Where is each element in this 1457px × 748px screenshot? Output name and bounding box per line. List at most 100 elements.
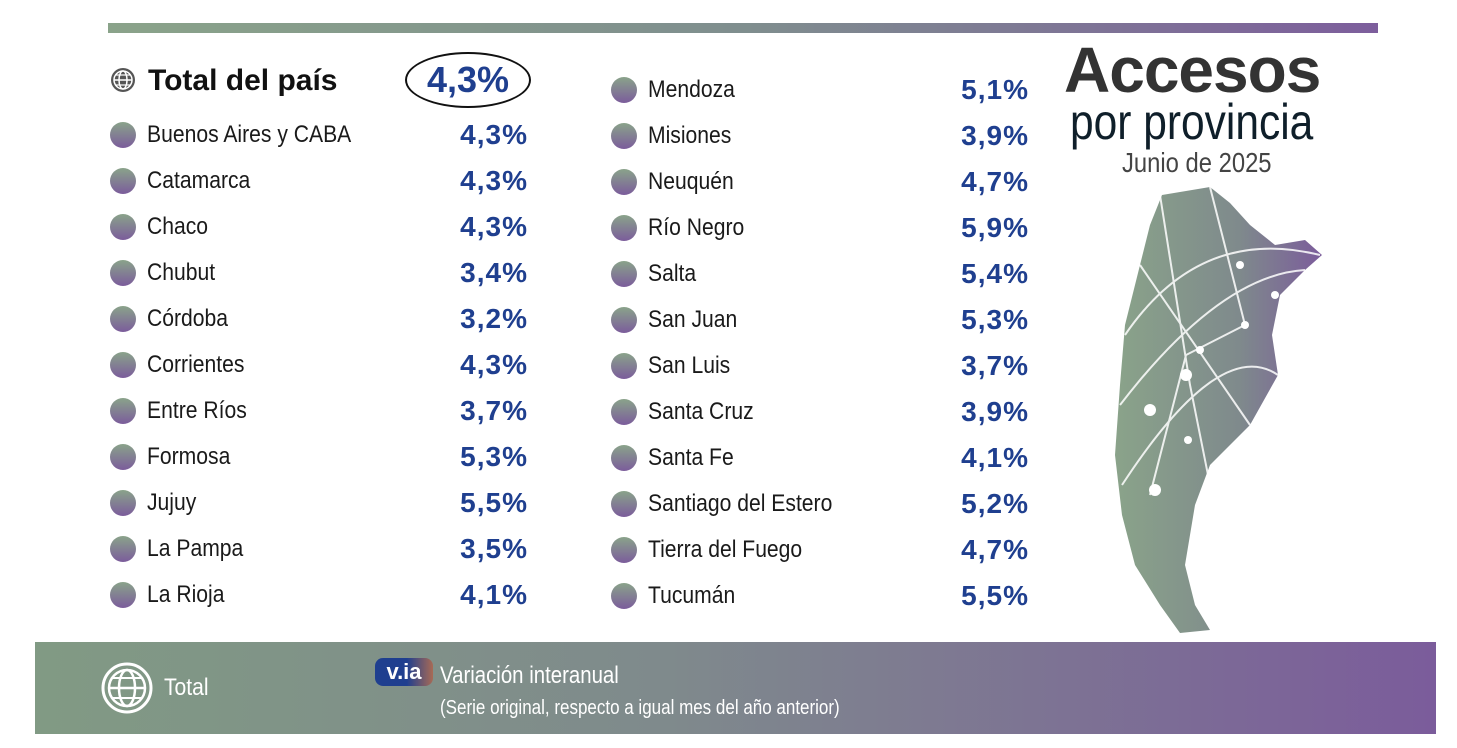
province-value: 5,4%	[961, 258, 1029, 289]
province-value: 5,2%	[961, 488, 1029, 519]
globe-icon	[111, 68, 135, 92]
province-name: Entre Ríos	[147, 397, 247, 424]
bullet-icon	[611, 445, 637, 471]
province-row: Santiago del Estero	[611, 489, 857, 519]
province-row: San Juan	[611, 305, 749, 335]
province-name: Salta	[648, 260, 697, 287]
province-row: Mendoza	[611, 75, 747, 105]
province-row: Formosa	[110, 442, 242, 472]
province-value: 5,5%	[460, 487, 528, 518]
province-name: Misiones	[648, 122, 732, 149]
province-row: San Luis	[611, 351, 741, 381]
bullet-icon	[611, 583, 637, 609]
legend-band: Total v.ia Variación interanual (Serie o…	[35, 642, 1436, 734]
province-value: 3,7%	[961, 350, 1029, 381]
province-value: 4,1%	[961, 442, 1029, 473]
province-row: Catamarca	[110, 166, 264, 196]
province-row: Tierra del Fuego	[611, 535, 823, 565]
legend-title: Variación interanual	[440, 662, 619, 689]
bullet-icon	[611, 353, 637, 379]
province-name: San Luis	[648, 352, 731, 379]
province-name: Chaco	[147, 213, 209, 240]
province-value: 4,3%	[460, 211, 528, 242]
province-name: Santa Cruz	[648, 398, 754, 425]
province-row: Córdoba	[110, 304, 239, 334]
bullet-icon	[611, 215, 637, 241]
province-row: Neuquén	[611, 167, 745, 197]
page-title: Accesos	[1064, 34, 1321, 106]
bullet-icon	[110, 444, 136, 470]
province-row: Salta	[611, 259, 703, 289]
bullet-icon	[110, 490, 136, 516]
province-name: La Pampa	[147, 535, 244, 562]
bullet-icon	[110, 398, 136, 424]
province-value: 4,3%	[460, 349, 528, 380]
bullet-icon	[611, 77, 637, 103]
province-name: Tucumán	[648, 582, 736, 609]
province-row: Misiones	[611, 121, 743, 151]
province-row: La Rioja	[110, 580, 235, 610]
province-name: Jujuy	[147, 489, 197, 516]
province-name: San Juan	[648, 306, 738, 333]
bullet-icon	[110, 582, 136, 608]
province-name: Buenos Aires y CABA	[147, 121, 352, 148]
province-value: 4,1%	[460, 579, 528, 610]
legend-total-label: Total	[164, 674, 209, 701]
province-name: Mendoza	[648, 76, 735, 103]
province-row: Corrientes	[110, 350, 258, 380]
province-name: La Rioja	[147, 581, 225, 608]
province-value: 3,9%	[961, 396, 1029, 427]
bullet-icon	[110, 536, 136, 562]
province-row: Río Negro	[611, 213, 757, 243]
bullet-icon	[110, 214, 136, 240]
province-value: 5,3%	[961, 304, 1029, 335]
province-value: 5,1%	[961, 74, 1029, 105]
province-row: Chaco	[110, 212, 216, 242]
province-row: Jujuy	[110, 488, 203, 518]
bullet-icon	[611, 307, 637, 333]
province-row: Tucumán	[611, 581, 747, 611]
province-name: Río Negro	[648, 214, 745, 241]
province-row: Entre Ríos	[110, 396, 260, 426]
province-value: 5,5%	[961, 580, 1029, 611]
province-name: Córdoba	[147, 305, 229, 332]
page-date: Junio de 2025	[1122, 147, 1272, 178]
province-name: Formosa	[147, 443, 231, 470]
province-value: 3,9%	[961, 120, 1029, 151]
province-name: Catamarca	[147, 167, 251, 194]
bullet-icon	[110, 306, 136, 332]
province-name: Chubut	[147, 259, 216, 286]
via-badge: v.ia	[375, 658, 433, 686]
province-value: 4,3%	[460, 165, 528, 196]
province-value: 5,3%	[460, 441, 528, 472]
province-row: Chubut	[110, 258, 224, 288]
province-name: Santiago del Estero	[648, 490, 833, 517]
province-value: 3,4%	[460, 257, 528, 288]
page-subtitle: por provincia	[1070, 94, 1314, 150]
province-row: Santa Fe	[611, 443, 745, 473]
total-label: Total del país	[148, 64, 338, 97]
bullet-icon	[611, 399, 637, 425]
province-value: 3,2%	[460, 303, 528, 334]
bullet-icon	[611, 123, 637, 149]
province-row: Santa Cruz	[611, 397, 768, 427]
legend-subtitle: (Serie original, respecto a igual mes de…	[440, 697, 840, 719]
bullet-icon	[110, 122, 136, 148]
province-value: 3,5%	[460, 533, 528, 564]
province-value: 4,3%	[460, 119, 528, 150]
top-gradient-bar	[108, 23, 1378, 33]
province-value: 3,7%	[460, 395, 528, 426]
argentina-map-illustration	[1115, 186, 1322, 633]
bullet-icon	[110, 168, 136, 194]
province-name: Corrientes	[147, 351, 245, 378]
bullet-icon	[110, 352, 136, 378]
province-value: 5,9%	[961, 212, 1029, 243]
globe-icon	[101, 662, 153, 714]
province-name: Neuquén	[648, 168, 734, 195]
province-row: La Pampa	[110, 534, 256, 564]
province-name: Tierra del Fuego	[648, 536, 803, 563]
bullet-icon	[611, 491, 637, 517]
bullet-icon	[611, 537, 637, 563]
province-name: Santa Fe	[648, 444, 734, 471]
province-value: 4,7%	[961, 534, 1029, 565]
